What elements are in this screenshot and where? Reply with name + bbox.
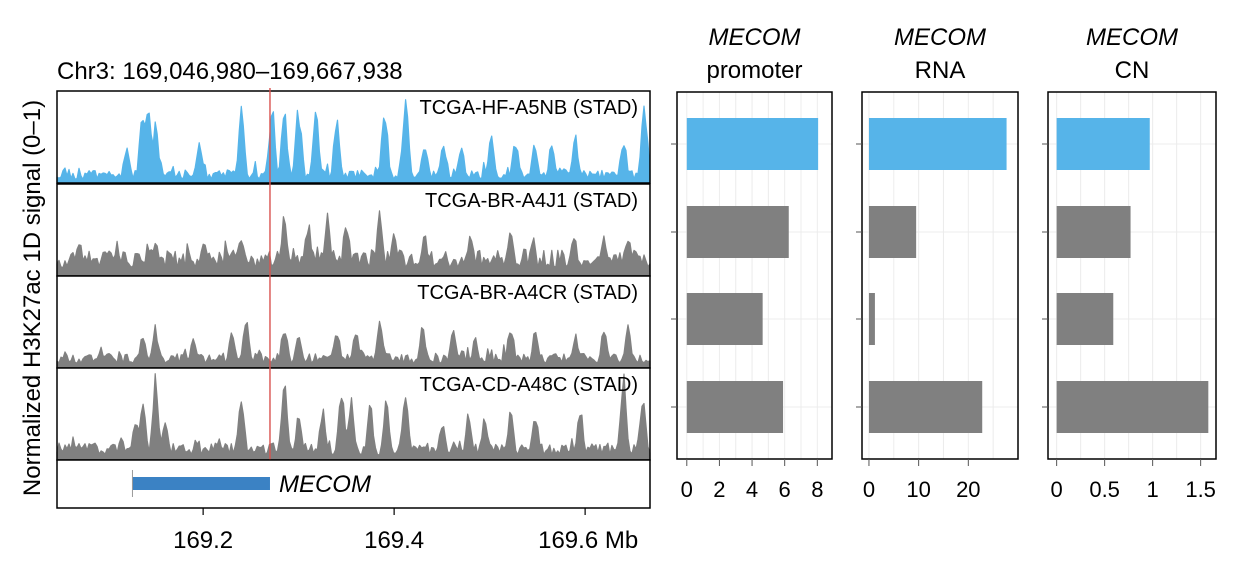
x-tick-label: 10	[906, 477, 930, 502]
x-tick-label: 2	[713, 477, 725, 502]
bar	[686, 206, 789, 258]
track-border	[56, 90, 651, 184]
bar	[686, 293, 763, 345]
x-tick-label: 0	[1051, 477, 1063, 502]
panel-title-gene: MECOM	[709, 24, 801, 51]
x-tick-label: 0	[681, 477, 693, 502]
bar	[1056, 293, 1114, 345]
track-2: TCGA-BR-A4J1 (STAD)	[56, 183, 651, 277]
bar	[868, 293, 875, 345]
panel-title-gene: MECOM	[894, 24, 986, 51]
bar	[1056, 206, 1131, 258]
x-tick-label: 0	[863, 477, 875, 502]
bar	[686, 381, 784, 433]
track-1: TCGA-HF-A5NB (STAD)	[56, 90, 651, 184]
track-label: TCGA-BR-A4CR (STAD)	[417, 282, 638, 304]
track-x-axis: 169.2 169.4 169.6 Mb	[173, 508, 638, 554]
gene-body	[132, 477, 270, 490]
panel-title-metric: RNA	[915, 57, 966, 84]
x-tick-label: 1	[1147, 477, 1159, 502]
track-signal	[56, 99, 651, 184]
bar-panel-promoter: MECOM promoter 0 2 4 6 8	[671, 24, 833, 502]
panel-title-metric: promoter	[706, 57, 802, 84]
bar	[868, 381, 983, 433]
track-panel-title: Chr3: 169,046,980–169,667,938	[57, 58, 403, 85]
panel-title-gene: MECOM	[1086, 24, 1178, 51]
track-signal	[56, 320, 651, 369]
track-signal	[56, 210, 651, 277]
gene-label: MECOM	[279, 471, 371, 498]
track-y-axis-label: Normalized H3K27ac 1D signal (0–1)	[19, 100, 46, 496]
track-4: TCGA-CD-A48C (STAD)	[56, 367, 651, 461]
gene-track: MECOM	[56, 459, 651, 509]
x-tick-label: 0.5	[1089, 477, 1120, 502]
bar	[868, 206, 917, 258]
bar	[1056, 118, 1150, 170]
x-tick-label: 4	[746, 477, 758, 502]
bar-panel-cn: MECOM CN 0 0.5 1 1.5	[1042, 24, 1217, 502]
track-label: TCGA-BR-A4J1 (STAD)	[425, 190, 638, 212]
track-label: TCGA-CD-A48C (STAD)	[419, 374, 638, 396]
panel-frame	[1047, 91, 1217, 460]
track-signal	[56, 373, 651, 461]
signal-tracks: TCGA-HF-A5NB (STAD) TCGA-BR-A4J1 (STAD) TC…	[56, 88, 651, 490]
x-tick-label: 169.6 Mb	[538, 527, 638, 554]
bar	[686, 118, 819, 170]
panel-title-metric: CN	[1115, 57, 1150, 84]
x-tick-label: 8	[811, 477, 823, 502]
bar-panel-rna: MECOM RNA 0 10 20	[856, 24, 1019, 502]
track-3: TCGA-BR-A4CR (STAD)	[56, 275, 651, 369]
x-tick-label: 169.4	[364, 527, 424, 554]
bar	[868, 118, 1007, 170]
panel-frame	[861, 91, 1019, 460]
track-label: TCGA-HF-A5NB (STAD)	[419, 97, 638, 119]
bar	[1056, 381, 1209, 433]
x-tick-label: 6	[779, 477, 791, 502]
x-tick-label: 1.5	[1185, 477, 1216, 502]
x-tick-label: 20	[956, 477, 980, 502]
x-tick-label: 169.2	[173, 527, 233, 554]
panel-frame	[676, 91, 833, 460]
